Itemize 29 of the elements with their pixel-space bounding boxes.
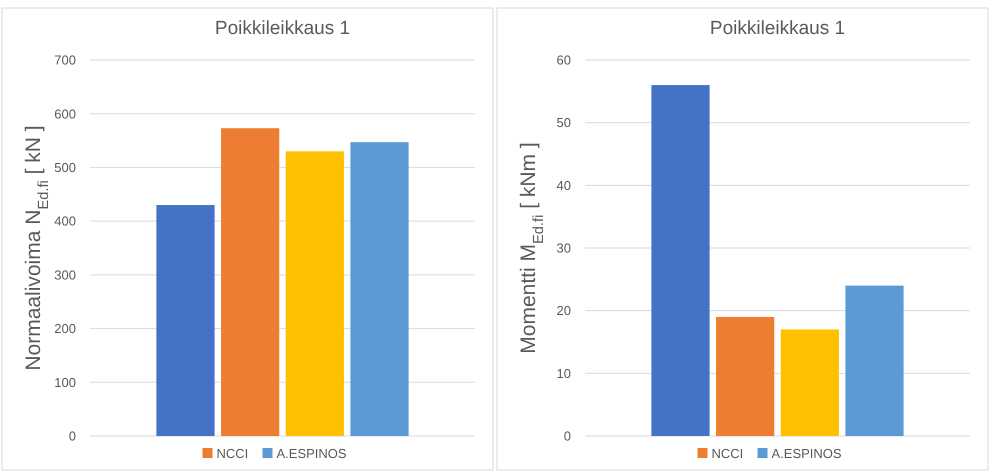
y-tick-label: 0 xyxy=(68,428,76,444)
y-tick-label: 30 xyxy=(556,240,571,256)
legend-label: A.ESPINOS xyxy=(276,446,347,461)
chart-title: Poikkileikkaus 1 xyxy=(214,18,350,39)
y-tick-label: 10 xyxy=(556,366,571,381)
bar xyxy=(286,151,344,436)
bar xyxy=(651,85,710,436)
bar xyxy=(156,205,215,436)
y-tick-label: 0 xyxy=(564,428,571,444)
y-tick-label: 20 xyxy=(556,303,571,318)
bar xyxy=(221,128,280,436)
legend-label: A.ESPINOS xyxy=(772,446,842,461)
y-tick-label: 400 xyxy=(54,214,76,229)
legend-label: NCCI xyxy=(216,446,248,461)
y-tick-label: 60 xyxy=(556,52,571,68)
y-tick-label: 300 xyxy=(54,267,76,282)
legend-label: NCCI xyxy=(712,446,744,461)
y-tick-label: 100 xyxy=(54,374,76,390)
y-tick-label: 600 xyxy=(54,106,76,122)
y-tick-label: 700 xyxy=(54,52,76,68)
bar xyxy=(716,316,774,436)
y-tick-label: 50 xyxy=(556,115,571,130)
y-tick-label: 200 xyxy=(54,321,76,336)
bar xyxy=(350,142,409,436)
chart-title: Poikkileikkaus 1 xyxy=(710,18,846,39)
bar xyxy=(780,329,839,436)
bar xyxy=(845,286,904,436)
y-tick-label: 500 xyxy=(54,160,76,175)
y-tick-label: 40 xyxy=(556,178,571,193)
